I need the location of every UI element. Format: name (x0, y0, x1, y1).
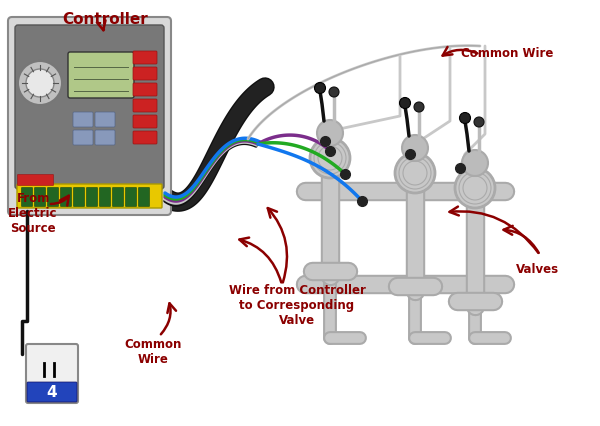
Circle shape (26, 70, 54, 98)
FancyBboxPatch shape (133, 100, 157, 113)
FancyBboxPatch shape (26, 344, 78, 403)
FancyBboxPatch shape (125, 188, 137, 207)
Circle shape (18, 62, 62, 106)
Text: Valves: Valves (515, 262, 559, 275)
Circle shape (395, 154, 435, 193)
Circle shape (314, 83, 325, 94)
FancyBboxPatch shape (15, 26, 164, 190)
Circle shape (462, 151, 488, 177)
Circle shape (402, 136, 428, 161)
FancyBboxPatch shape (100, 188, 110, 207)
Text: From
Electric
Source: From Electric Source (8, 192, 58, 234)
FancyBboxPatch shape (73, 113, 93, 128)
FancyBboxPatch shape (8, 18, 171, 216)
Circle shape (329, 88, 339, 98)
FancyBboxPatch shape (133, 132, 157, 145)
FancyBboxPatch shape (17, 184, 162, 208)
FancyBboxPatch shape (74, 188, 85, 207)
FancyBboxPatch shape (133, 116, 157, 129)
FancyBboxPatch shape (17, 175, 53, 186)
Text: 4: 4 (47, 385, 58, 400)
Circle shape (317, 121, 343, 147)
Text: Common Wire: Common Wire (461, 47, 553, 60)
FancyBboxPatch shape (86, 188, 97, 207)
Text: Wire from Controller
to Corresponding
Valve: Wire from Controller to Corresponding Va… (229, 283, 365, 326)
FancyBboxPatch shape (133, 84, 157, 97)
FancyBboxPatch shape (61, 188, 71, 207)
Circle shape (400, 98, 410, 109)
FancyBboxPatch shape (27, 382, 77, 402)
FancyBboxPatch shape (139, 188, 149, 207)
FancyBboxPatch shape (113, 188, 124, 207)
FancyBboxPatch shape (95, 113, 115, 128)
FancyBboxPatch shape (133, 52, 157, 65)
Text: Controller: Controller (62, 12, 148, 27)
FancyBboxPatch shape (68, 53, 134, 99)
FancyBboxPatch shape (133, 68, 157, 81)
FancyBboxPatch shape (47, 188, 59, 207)
FancyBboxPatch shape (35, 188, 46, 207)
Circle shape (474, 118, 484, 128)
FancyBboxPatch shape (95, 131, 115, 146)
FancyBboxPatch shape (73, 131, 93, 146)
Text: Common
Wire: Common Wire (124, 337, 182, 366)
Circle shape (460, 113, 470, 124)
Circle shape (455, 169, 495, 208)
Circle shape (414, 103, 424, 113)
FancyBboxPatch shape (22, 188, 32, 207)
Circle shape (310, 139, 350, 178)
